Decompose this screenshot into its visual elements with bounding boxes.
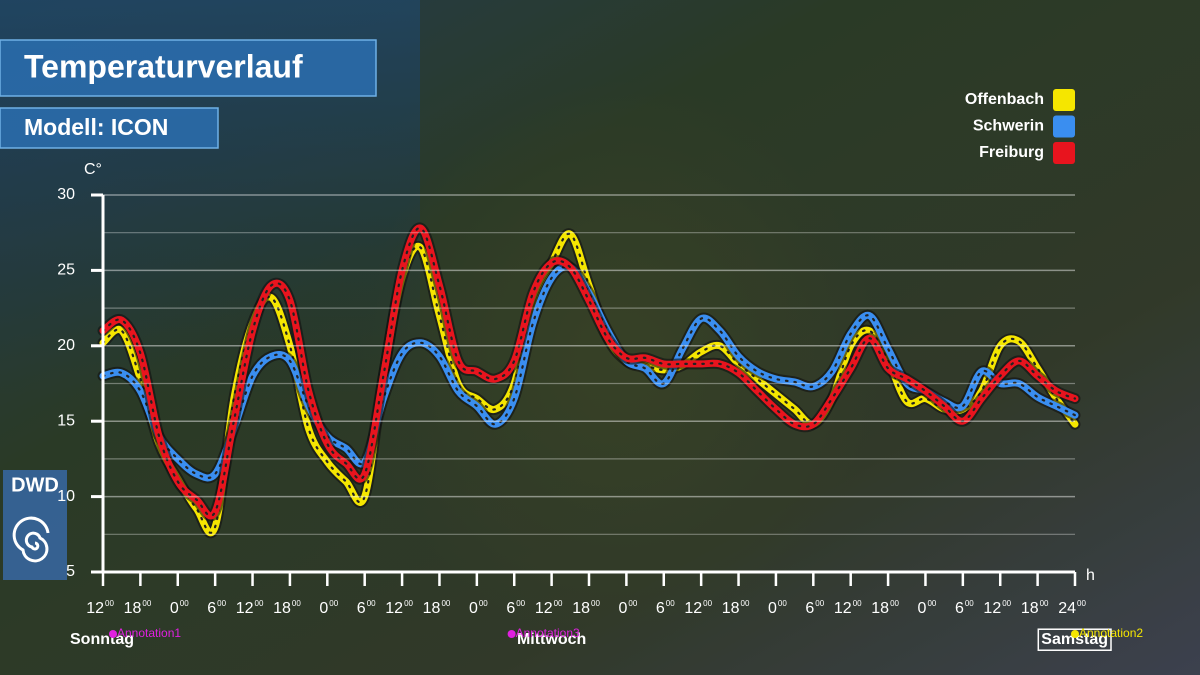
x-tick-label: 18 [124, 600, 142, 617]
x-tick-label: 12 [834, 600, 852, 617]
x-tick-suffix: 00 [815, 599, 824, 608]
logo-spiral [12, 516, 50, 563]
x-tick-label: 6 [207, 600, 216, 617]
x-tick-suffix: 00 [666, 599, 675, 608]
x-tick-suffix: 00 [142, 599, 151, 608]
logo-text: DWD [11, 474, 59, 496]
x-tick-label: 0 [768, 600, 777, 617]
x-tick-suffix: 00 [1077, 599, 1086, 608]
x-tick-suffix: 00 [554, 599, 563, 608]
x-tick-label: 18 [423, 600, 441, 617]
x-tick-label: 12 [236, 600, 254, 617]
x-tick-label: 0 [319, 600, 328, 617]
legend-swatch [1053, 115, 1075, 138]
x-tick-suffix: 00 [180, 599, 189, 608]
x-tick-label: 6 [357, 600, 366, 617]
x-tick-label: 12 [684, 600, 702, 617]
y-tick-label: 10 [57, 488, 75, 505]
legend-label: Offenbach [965, 91, 1044, 108]
x-tick-suffix: 00 [516, 599, 525, 608]
y-tick-label: 20 [57, 337, 75, 354]
day-label: Mittwoch [517, 631, 586, 648]
annotation: Annotation1 [117, 626, 181, 640]
title-box [0, 39, 377, 97]
x-tick-label: 6 [805, 600, 814, 617]
y-tick-label: 25 [57, 262, 75, 279]
x-tick-suffix: 00 [1002, 599, 1011, 608]
x-axis-label: h [1086, 567, 1095, 584]
x-tick-label: 6 [656, 600, 665, 617]
x-tick-label: 18 [871, 600, 889, 617]
x-tick-suffix: 00 [292, 599, 301, 608]
annotation-dot [109, 630, 117, 638]
x-tick-label: 0 [469, 600, 478, 617]
annotation-dot [507, 630, 516, 638]
x-tick-label: 0 [918, 600, 927, 617]
x-tick-suffix: 00 [591, 599, 600, 608]
x-tick-label: 12 [86, 600, 104, 617]
x-tick-suffix: 00 [927, 599, 936, 608]
x-tick-label: 0 [170, 600, 179, 617]
day-label: Samstag [1041, 631, 1108, 648]
line-dots [101, 232, 1077, 534]
x-tick-suffix: 00 [778, 599, 787, 608]
x-tick-suffix: 00 [479, 599, 488, 608]
x-tick-suffix: 00 [703, 599, 712, 608]
x-tick-suffix: 00 [255, 599, 264, 608]
annotation-dot [1071, 630, 1079, 638]
annotation: Annotation2 [1079, 626, 1143, 640]
chart-title: Temperaturverlauf [24, 48, 303, 84]
x-tick-suffix: 00 [741, 599, 750, 608]
x-tick-suffix: 00 [404, 599, 413, 608]
x-tick-suffix: 00 [628, 599, 637, 608]
x-tick-label: 12 [385, 600, 403, 617]
subtitle-box [0, 107, 219, 149]
y-tick-label: 30 [57, 186, 75, 203]
legend-swatch [1053, 89, 1075, 111]
x-tick-label: 12 [535, 600, 553, 617]
x-tick-label: 18 [722, 600, 740, 617]
x-tick-suffix: 00 [329, 599, 338, 608]
x-tick-suffix: 00 [105, 599, 114, 608]
annotation: Annotation3 [516, 626, 580, 640]
x-tick-label: 24 [1058, 600, 1076, 617]
day-label-box [1037, 628, 1112, 651]
x-tick-label: 6 [955, 600, 964, 617]
x-tick-label: 18 [273, 600, 291, 617]
x-tick-suffix: 00 [441, 599, 450, 608]
x-tick-suffix: 00 [853, 599, 862, 608]
chart-subtitle: Modell: ICON [24, 114, 168, 140]
y-tick-label: 5 [66, 563, 75, 580]
x-tick-suffix: 00 [965, 599, 974, 608]
plot [97, 222, 1081, 539]
x-tick-suffix: 00 [1040, 599, 1049, 608]
x-tick-suffix: 00 [890, 599, 899, 608]
x-tick-suffix: 00 [217, 599, 226, 608]
x-tick-label: 6 [506, 600, 515, 617]
x-tick-label: 18 [1021, 600, 1039, 617]
day-label: Sonntag [70, 631, 134, 648]
legend-label: Freiburg [979, 144, 1044, 161]
legend-swatch [1053, 142, 1075, 164]
x-tick-label: 18 [572, 600, 590, 617]
line [99, 224, 1079, 520]
x-tick-label: 12 [983, 600, 1001, 617]
legend-label: Schwerin [973, 118, 1044, 135]
y-axis-label: C° [84, 161, 102, 178]
x-tick-suffix: 00 [367, 599, 376, 608]
x-tick-label: 0 [618, 600, 627, 617]
y-tick-label: 15 [57, 412, 75, 429]
